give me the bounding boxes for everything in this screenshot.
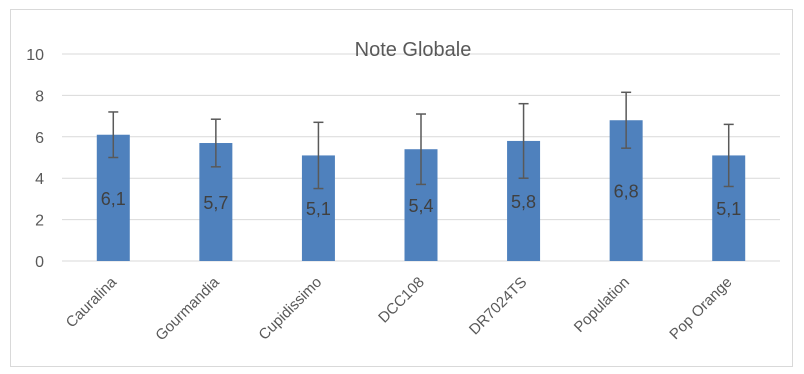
y-axis-ticks: 0 2 4 6 8 10 xyxy=(26,47,44,271)
data-label: 6,1 xyxy=(101,189,126,209)
error-bars xyxy=(108,91,734,190)
x-tick-label: Population xyxy=(571,274,633,336)
y-tick-label: 0 xyxy=(35,254,44,271)
x-axis-ticks: Cauralina Gourmandia Cupidissimo DCC108 DR70… xyxy=(63,273,736,344)
chart-frame xyxy=(10,9,793,367)
data-label: 5,4 xyxy=(408,196,433,216)
x-tick-label: Pop Orange xyxy=(666,274,735,343)
chart-title: Note Globale xyxy=(355,39,472,61)
y-tick-label: 6 xyxy=(35,130,44,147)
x-tick-label: DR7024TS xyxy=(466,274,530,338)
gridlines xyxy=(62,53,780,262)
data-label: 6,8 xyxy=(614,182,639,202)
data-label: 5,1 xyxy=(716,199,741,219)
data-label: 5,1 xyxy=(306,199,331,219)
y-tick-label: 8 xyxy=(35,88,44,105)
y-tick-label: 2 xyxy=(35,213,44,230)
x-tick-label: Gourmandia xyxy=(152,273,223,344)
y-tick-label: 10 xyxy=(26,47,44,64)
x-tick-label: Cupidissimo xyxy=(255,274,325,344)
y-tick-label: 4 xyxy=(35,171,44,188)
data-label: 5,8 xyxy=(511,192,536,212)
data-label: 5,7 xyxy=(203,193,228,213)
x-tick-label: DCC108 xyxy=(375,274,428,327)
x-tick-label: Cauralina xyxy=(63,273,121,331)
data-labels: 6,1 5,7 5,1 5,4 5,8 6,8 5,1 xyxy=(101,182,741,220)
